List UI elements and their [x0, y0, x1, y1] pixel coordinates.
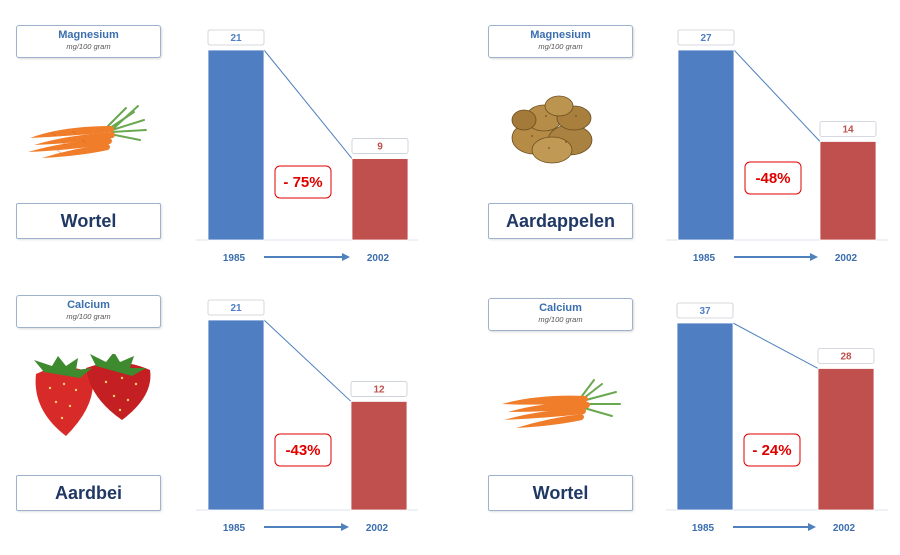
value-label-box: [207, 299, 265, 316]
x-tick-label: 2002: [367, 253, 390, 264]
product-label-box: Aardappelen: [488, 203, 633, 239]
chart-panel-calcium-aardbei: Calcium mg/100 gram Aardbei 21 1985 12 2002…: [0, 278, 450, 555]
nutrient-name: Magnesium: [58, 29, 119, 41]
bar-chart: 37 1985 28 2002 - 24%: [666, 302, 888, 534]
value-label-box: [677, 29, 735, 46]
nutrient-name: Calcium: [67, 299, 110, 311]
strawberry-icon: [34, 354, 151, 436]
trend-line: [263, 49, 353, 159]
bar-chart: 21 1985 12 2002 -43%: [196, 299, 418, 534]
value-label: 37: [699, 306, 711, 317]
x-tick-label: 2002: [833, 523, 856, 534]
bar-2002: [817, 368, 875, 511]
x-tick-label: 1985: [223, 253, 246, 264]
value-label: 14: [842, 124, 854, 135]
bar-2002: [351, 158, 409, 241]
bar-1985: [677, 49, 735, 241]
potatoes-icon: [511, 95, 593, 164]
trend-line: [263, 319, 352, 402]
nutrient-unit: mg/100 gram: [538, 42, 583, 51]
time-arrow-head: [810, 253, 818, 261]
time-arrow-head: [341, 523, 349, 531]
value-label-box: [350, 381, 408, 397]
reduction-badge: [743, 433, 801, 467]
nutrient-unit: mg/100 gram: [66, 42, 111, 51]
value-label-box: [817, 348, 875, 364]
x-tick-label: 2002: [835, 253, 858, 264]
bar-1985: [207, 319, 265, 511]
chart-panel-calcium-wortel: Calcium mg/100 gram Wortel 37 1985 28 2002 -…: [470, 278, 900, 555]
product-label-box: Aardbei: [16, 475, 161, 511]
x-tick-label: 1985: [223, 523, 246, 534]
x-tick-label: 1985: [693, 253, 716, 264]
value-label: 21: [230, 303, 242, 314]
reduction-badge: [744, 161, 802, 195]
nutrient-label-box: Calcium mg/100 gram: [16, 295, 161, 328]
nutrient-name: Calcium: [539, 302, 582, 314]
bar-2002: [819, 141, 877, 241]
reduction-label: -43%: [285, 442, 320, 459]
chart-panel-magnesium-wortel: Magnesium mg/100 gram Wortel 21 1985 9 2002…: [0, 0, 450, 277]
reduction-label: - 24%: [752, 442, 791, 459]
carrot-icon: [28, 105, 147, 158]
product-label-box: Wortel: [16, 203, 161, 239]
product-label-box: Wortel: [488, 475, 633, 511]
value-label: 9: [377, 142, 383, 153]
value-label: 12: [373, 384, 385, 395]
nutrient-name: Magnesium: [530, 29, 591, 41]
reduction-label: -48%: [755, 170, 790, 187]
nutrient-unit: mg/100 gram: [538, 315, 583, 324]
x-tick-label: 1985: [692, 523, 715, 534]
value-label-box: [207, 29, 265, 46]
chart-panel-magnesium-aardappelen: Magnesium mg/100 gram Aardappelen 27 1985…: [470, 0, 900, 277]
nutrient-label-box: Magnesium mg/100 gram: [16, 25, 161, 58]
bar-1985: [207, 49, 265, 241]
value-label: 27: [700, 33, 712, 44]
reduction-badge: [274, 165, 332, 199]
nutrient-label-box: Calcium mg/100 gram: [488, 298, 633, 331]
carrot-icon: [502, 379, 621, 428]
nutrient-unit: mg/100 gram: [66, 312, 111, 321]
value-label-box: [676, 302, 734, 319]
value-label-box: [351, 138, 409, 154]
bar-chart: 21 1985 9 2002 - 75%: [196, 29, 418, 264]
value-label-box: [819, 121, 877, 137]
time-arrow-head: [808, 523, 816, 531]
x-tick-label: 2002: [366, 523, 389, 534]
bar-chart: 27 1985 14 2002 -48%: [666, 29, 888, 264]
trend-line: [732, 322, 819, 369]
time-arrow-head: [342, 253, 350, 261]
bar-1985: [676, 322, 734, 511]
bar-2002: [350, 401, 408, 511]
trend-line: [733, 49, 821, 142]
nutrient-label-box: Magnesium mg/100 gram: [488, 25, 633, 58]
value-label: 21: [230, 33, 242, 44]
reduction-badge: [274, 433, 332, 467]
reduction-label: - 75%: [283, 174, 322, 191]
value-label: 28: [840, 351, 852, 362]
